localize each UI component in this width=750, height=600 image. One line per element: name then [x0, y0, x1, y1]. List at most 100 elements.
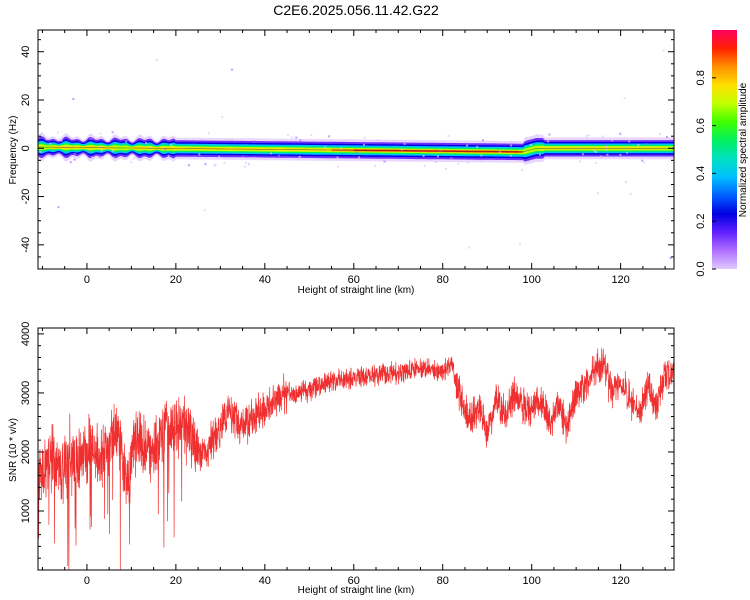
spectrogram-speckle [57, 206, 60, 209]
snr-data-point [117, 427, 119, 430]
snr-data-point [228, 409, 230, 412]
spectrogram-speckle [233, 139, 236, 142]
spectrogram-speckle [604, 144, 607, 147]
spectrogram-speckle [530, 143, 532, 146]
snr-data-point [459, 398, 462, 400]
spectrogram-speckle [99, 132, 102, 135]
snr-x-tick-label: 0 [84, 575, 90, 587]
spectrogram-speckle [298, 155, 301, 158]
spectrogram-speckle [340, 147, 343, 150]
snr-data-point [486, 433, 489, 436]
spectrogram-y-ticks: -40 -20 0 20 40 [20, 39, 674, 270]
spectrogram-speckle [125, 140, 128, 143]
snr-data-point [628, 398, 631, 400]
spectrogram-speckle [466, 144, 469, 147]
snr-x-tick-label: 40 [259, 575, 271, 587]
colorbar-scale [712, 30, 737, 269]
spectrogram-speckle [214, 163, 217, 166]
spectrogram-speckle [547, 140, 550, 143]
spectrogram-x-tick-label: 20 [170, 274, 182, 286]
spectrogram-speckle [164, 148, 167, 151]
snr-data-point [330, 380, 333, 382]
spectrogram-speckle [467, 161, 470, 164]
spectrogram-speckle [98, 155, 101, 158]
spectrogram-frame [37, 29, 675, 270]
spectrogram-speckle [450, 157, 453, 159]
snr-data-point [308, 389, 311, 391]
spectrogram-speckle [605, 148, 608, 151]
spectrogram-speckle [481, 139, 484, 142]
snr-y-tick-label: 4000 [20, 322, 32, 346]
colorbar: 0.0 0.2 0.4 0.6 0.8 Normalized spectral ampl… [695, 30, 749, 277]
spectrogram-speckle [139, 134, 142, 137]
spectrogram-speckle [601, 135, 604, 138]
spectrogram-speckle [587, 134, 590, 137]
spectrogram-speckle [198, 153, 201, 156]
snr-data-point [522, 403, 524, 406]
spectrogram-speckle [223, 162, 226, 165]
spectrogram-plot-area [38, 49, 674, 259]
spectrogram-x-tick-label: 80 [437, 274, 449, 286]
spectrogram-speckle [45, 138, 48, 141]
spectrogram-speckle [625, 181, 628, 184]
snr-data-point [103, 457, 106, 459]
colorbar-label: Normalized spectral amplitude [738, 82, 749, 217]
snr-y-tick-label: 2000 [20, 440, 32, 464]
spectrogram-speckle [539, 153, 541, 156]
spectrogram-y-tick-label: -40 [20, 237, 32, 253]
spectrogram-speckle [324, 146, 327, 149]
snr-frame [37, 327, 675, 571]
spectrogram-speckle [658, 133, 661, 136]
snr-plot-area [38, 347, 674, 570]
snr-data-point [646, 386, 649, 388]
spectrogram-speckle [295, 136, 298, 139]
spectrogram-speckle [87, 150, 90, 153]
spectrogram-speckle [578, 160, 581, 163]
spectrogram-speckle [286, 134, 289, 137]
spectrogram-speckle [374, 165, 377, 168]
snr-data-point [215, 433, 217, 436]
spectrogram-speckle [221, 116, 224, 118]
snr-data-point [375, 374, 377, 377]
spectrogram-speckle [72, 98, 75, 100]
spectrogram-speckle [64, 146, 67, 148]
colorbar-tick-label: 0.8 [695, 70, 707, 85]
spectrogram-speckle [187, 164, 190, 167]
spectrogram-speckle [606, 153, 609, 156]
spectrogram-speckle [629, 192, 632, 195]
spectrogram-speckle [524, 137, 527, 140]
spectrogram-speckle [69, 161, 72, 164]
spectrogram-speckle [242, 155, 245, 158]
spectrogram-speckle [645, 143, 648, 146]
chart-title: C2E6.2025.056.11.42.G22 [273, 2, 439, 18]
colorbar-tick-label: 0.0 [695, 261, 707, 276]
spectrogram-speckle [145, 142, 148, 145]
spectrogram-x-tick-label: 60 [348, 274, 360, 286]
snr-x-tick-label: 20 [170, 575, 182, 587]
spectrogram-speckle [90, 156, 93, 159]
spectrogram-speckle [297, 157, 300, 160]
spectrogram-speckle [422, 155, 425, 157]
spectrogram-speckle [310, 134, 313, 136]
spectrogram-speckle [403, 142, 406, 145]
spectrogram-speckle [252, 140, 255, 143]
snr-x-tick-label: 100 [522, 575, 540, 587]
spectrogram-speckle [593, 149, 595, 152]
spectrogram-speckle [204, 163, 207, 166]
spectrogram-speckle [662, 49, 665, 52]
spectrogram-panel: 0 20 40 60 80 100 120 -40 -20 0 20 40 Height of st… [8, 29, 675, 296]
spectrogram-speckle [358, 156, 361, 159]
snr-data-point [126, 486, 128, 489]
snr-data-point [397, 371, 400, 374]
spectrogram-speckle [641, 159, 644, 162]
snr-data-point [268, 403, 271, 406]
spectrogram-speckle [468, 246, 471, 249]
snr-x-ticks: 0 20 40 60 80 100 120 [41, 328, 666, 587]
snr-data-point [148, 451, 150, 453]
spectrogram-speckle [278, 154, 281, 157]
spectrogram-speckle [669, 257, 672, 259]
spectrogram-speckle [436, 155, 439, 158]
spectrogram-y-tick-label: 0 [20, 145, 32, 151]
snr-x-tick-label: 120 [611, 575, 629, 587]
snr-data-point [135, 439, 137, 441]
